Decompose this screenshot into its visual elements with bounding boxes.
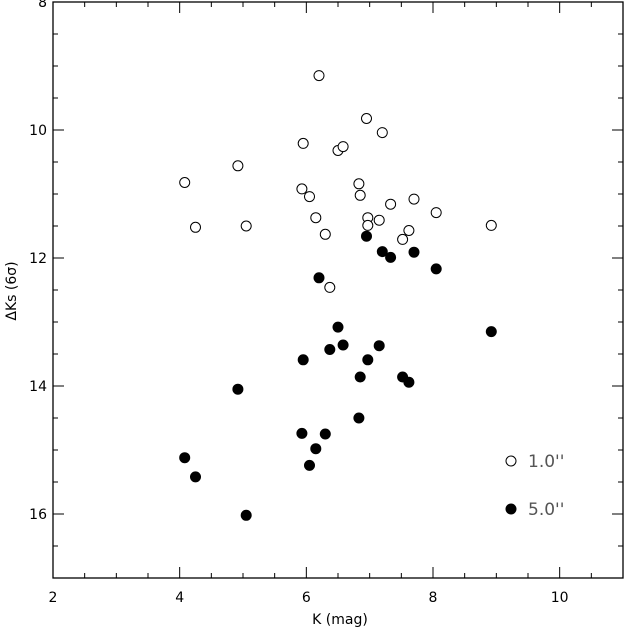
data-point-open [304,191,315,203]
data-point-open [296,183,308,195]
data-point-open [353,178,365,190]
data-point-open [376,127,388,139]
y-axis-label: ΔKs (6σ) [4,261,20,320]
data-point-open [297,137,309,149]
data-point-filled [232,383,244,395]
data-point-filled [408,246,420,258]
data-point-open [319,228,331,240]
axis-ticks [52,1,624,579]
legend: 1.0'' 5.0'' [505,452,564,520]
y-tick-label: 12 [29,251,47,267]
x-tick-label: 2 [49,590,58,606]
x-tick-label: 8 [429,590,438,606]
data-point-filled [310,443,322,455]
data-point-open [354,189,366,201]
data-point-filled [296,427,308,439]
data-point-filled [485,326,497,338]
axis-tick-labels: 2 4 6 8 10 8 10 12 14 16 [29,0,568,606]
y-tick-label: 8 [38,0,47,11]
legend-marker-open [505,455,517,467]
data-point-filled [190,471,201,483]
x-axis-label: K (mag) [312,612,368,628]
data-point-filled [403,376,415,388]
data-point-filled [361,230,372,242]
data-point-open [373,214,385,226]
data-point-open [361,113,372,124]
legend-label-filled: 5.0'' [528,500,564,520]
data-point-open [485,219,497,231]
data-point-filled [337,339,349,351]
data-point-filled [297,354,309,366]
data-point-filled [385,251,397,263]
x-tick-label: 10 [551,590,569,606]
x-tick-label: 4 [175,590,184,606]
data-point-filled [324,344,336,355]
data-point-filled [313,272,325,284]
data-point-filled [430,263,442,275]
data-point-open [313,70,325,82]
data-point-open [337,141,349,153]
data-point-open [362,219,374,231]
data-point-filled [373,340,385,352]
y-tick-label: 14 [29,379,47,395]
data-points [179,70,497,521]
data-point-open [397,233,409,245]
data-point-open [403,225,415,236]
y-tick-label: 16 [29,507,47,523]
data-point-filled [319,428,331,440]
data-point-open [190,221,201,233]
plot-frame [52,1,624,579]
data-point-filled [354,371,366,383]
data-point-open [385,198,397,210]
data-point-open [430,207,442,219]
y-tick-label: 10 [29,123,47,139]
data-point-filled [362,354,374,366]
data-point-open [310,212,322,224]
data-point-filled [240,509,252,521]
data-point-open [408,193,420,205]
x-tick-label: 6 [302,590,311,606]
data-point-filled [179,452,191,464]
legend-marker-filled [505,503,517,515]
data-point-filled [353,412,365,424]
data-point-open [232,160,244,172]
data-point-filled [376,246,388,258]
data-point-open [324,281,336,293]
data-point-filled [304,459,315,471]
legend-label-open: 1.0'' [528,452,564,472]
data-point-open [179,177,191,188]
data-point-filled [332,321,344,333]
data-point-open [240,220,252,232]
